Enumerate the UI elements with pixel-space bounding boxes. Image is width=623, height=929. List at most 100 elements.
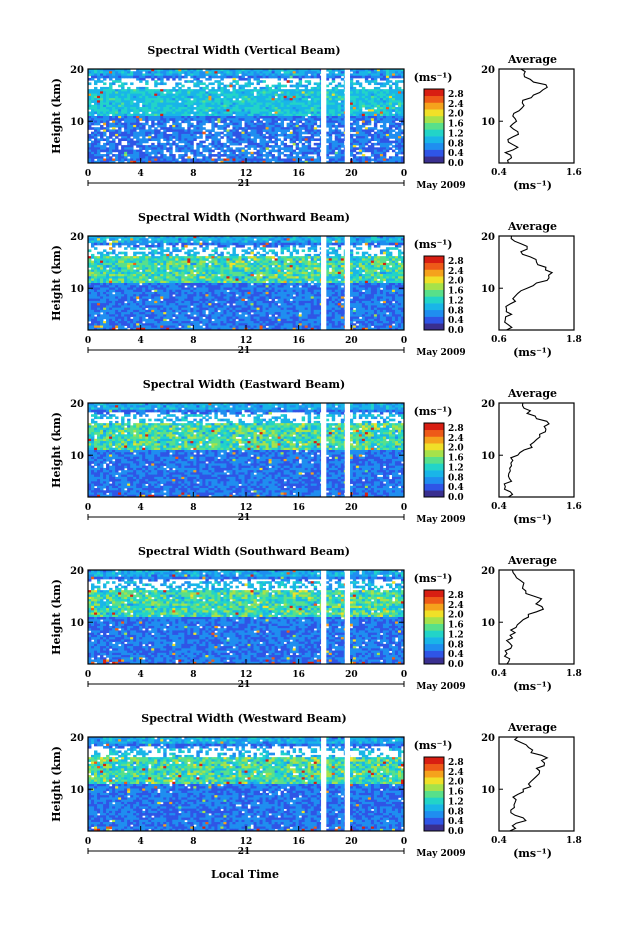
average-y-tick-label: 20: [481, 566, 495, 577]
average-x-tick-label: 0.4: [491, 168, 507, 178]
colorbar-tick-label: 0.0: [448, 827, 464, 837]
heatmap-cells: [88, 236, 405, 331]
y-tick-label: 10: [70, 117, 84, 128]
average-x-tick-label: 1.6: [566, 168, 582, 178]
colorbar-tick-label: 0.8: [448, 640, 464, 650]
y-tick-label: 20: [70, 399, 84, 410]
average-title: Average: [507, 53, 557, 66]
x-tick-label: 12: [240, 169, 253, 179]
average-title: Average: [507, 387, 557, 400]
x-tick-label: 4: [138, 670, 144, 680]
colorbar-segment: [424, 256, 444, 264]
colorbar-tick-label: 1.6: [448, 120, 464, 130]
colorbar-segment: [424, 289, 444, 297]
colorbar-tick-label: 1.2: [448, 296, 464, 306]
data-gap: [321, 403, 327, 497]
average-frame: [498, 402, 575, 498]
average-y-tick-label: 10: [481, 451, 495, 462]
colorbar-segment: [424, 650, 444, 658]
x-tick-label: 0: [401, 503, 407, 513]
average-title: Average: [507, 721, 557, 734]
data-gap: [344, 69, 351, 163]
average-x-tick-label: 1.8: [566, 669, 582, 679]
y-tick-label: 20: [70, 566, 84, 577]
colorbar-segment: [424, 136, 444, 144]
colorbar-segment: [424, 797, 444, 805]
x-tick-label: 12: [240, 670, 253, 680]
average-x-label: (ms⁻¹): [513, 179, 552, 192]
panel-title: Spectral Width (Eastward Beam): [143, 378, 345, 391]
x-tick-label: 0: [401, 336, 407, 346]
average-x-label: (ms⁻¹): [513, 680, 552, 693]
colorbar-tick-label: 2.0: [448, 110, 464, 120]
colorbar-frame: [423, 88, 445, 164]
colorbar-unit: (ms⁻¹): [414, 71, 453, 84]
average-title: Average: [507, 554, 557, 567]
x-tick-label: 8: [190, 169, 196, 179]
colorbar-segment: [424, 142, 444, 150]
average-y-tick-label: 10: [481, 284, 495, 295]
data-gap: [344, 570, 351, 664]
colorbar-segment: [424, 790, 444, 798]
colorbar-segment: [424, 303, 444, 311]
colorbar-segment: [424, 323, 444, 331]
x-axis-label: Local Time: [211, 868, 279, 881]
colorbar-segment: [424, 156, 444, 164]
y-axis-label: Height (km): [50, 245, 63, 321]
x-tick-label: 20: [345, 336, 358, 346]
day-label: 21: [238, 513, 251, 523]
x-tick-label: 20: [345, 169, 358, 179]
y-axis-label: Height (km): [50, 746, 63, 822]
colorbar-frame: [423, 589, 445, 665]
y-tick-label: 10: [70, 618, 84, 629]
colorbar-segment: [424, 777, 444, 785]
y-tick-label: 10: [70, 785, 84, 796]
colorbar-segment: [424, 757, 444, 765]
colorbar-tick-label: 2.0: [448, 611, 464, 621]
colorbar-frame: [423, 255, 445, 331]
panel-5: Spectral Width (Westward Beam) 20 10 Height…: [50, 712, 582, 860]
colorbar-tick-label: 0.0: [448, 493, 464, 503]
colorbar-segment: [424, 623, 444, 631]
average-frame: [498, 736, 575, 832]
average-x-tick-label: 1.6: [566, 502, 582, 512]
colorbar-tick-label: 0.4: [448, 483, 464, 493]
average-x-tick-label: 1.8: [566, 836, 582, 846]
colorbar-tick-label: 2.4: [448, 768, 464, 778]
average-y-tick-label: 20: [481, 733, 495, 744]
colorbar-unit: (ms⁻¹): [414, 405, 453, 418]
colorbar-segment: [424, 269, 444, 277]
x-tick-label: 20: [345, 503, 358, 513]
x-tick-label: 4: [138, 336, 144, 346]
day-label: 21: [238, 179, 251, 189]
heatmap-cells: [88, 570, 405, 665]
colorbar-tick-label: 2.8: [448, 591, 464, 601]
x-tick-label: 0: [85, 336, 91, 346]
colorbar-tick-label: 1.6: [448, 788, 464, 798]
x-tick-label: 0: [85, 837, 91, 847]
colorbar-segment: [424, 476, 444, 484]
x-tick-label: 12: [240, 503, 253, 513]
panel-1: Spectral Width (Vertical Beam) 20 10 Height…: [50, 44, 582, 192]
average-title: Average: [507, 220, 557, 233]
colorbar-tick-label: 0.4: [448, 149, 464, 159]
panel-4: Spectral Width (Southward Beam) 20 10 Heigh…: [50, 545, 582, 693]
x-tick-label: 20: [345, 837, 358, 847]
x-tick-label: 12: [240, 837, 253, 847]
colorbar-unit: (ms⁻¹): [414, 739, 453, 752]
colorbar-segment: [424, 763, 444, 771]
day-label: 21: [238, 847, 251, 857]
average-x-label: (ms⁻¹): [513, 847, 552, 860]
colorbar-segment: [424, 616, 444, 624]
colorbar-segment: [424, 443, 444, 451]
colorbar-segment: [424, 610, 444, 618]
x-tick-label: 0: [85, 670, 91, 680]
colorbar-tick-label: 2.8: [448, 257, 464, 267]
colorbar-tick-label: 0.4: [448, 316, 464, 326]
colorbar-segment: [424, 122, 444, 130]
panel-title: Spectral Width (Northward Beam): [138, 211, 350, 224]
average-x-tick-label: 0.6: [491, 335, 507, 345]
average-x-tick-label: 1.8: [566, 335, 582, 345]
colorbar-segment: [424, 316, 444, 324]
